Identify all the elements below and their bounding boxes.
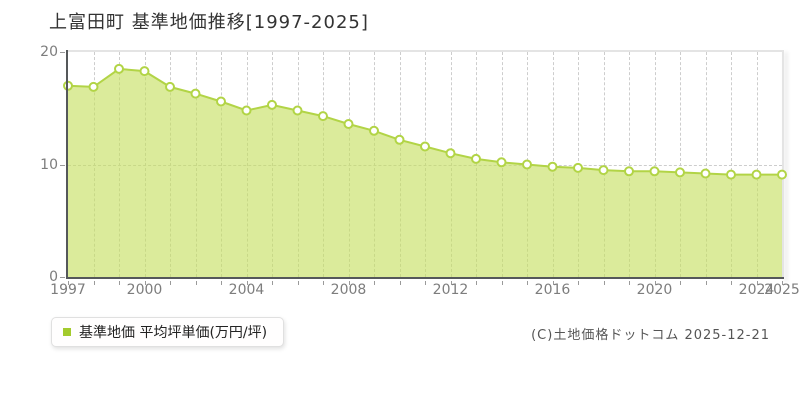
x-axis-tick	[731, 281, 732, 285]
x-axis-tick	[552, 281, 554, 285]
plot-border-top	[68, 50, 784, 52]
y-axis-label: 10	[40, 156, 58, 173]
x-axis-tick	[501, 281, 503, 285]
x-axis-tick	[450, 281, 452, 285]
x-axis-tick	[680, 281, 681, 285]
y-axis-label: 0	[49, 269, 58, 285]
data-point-marker	[343, 119, 354, 129]
x-axis-tick	[654, 281, 656, 285]
x-axis-label: 2008	[330, 282, 367, 298]
y-axis-tick	[60, 277, 65, 278]
x-axis-label: 2020	[636, 282, 673, 298]
y-axis-label: 20	[40, 44, 58, 60]
data-point-marker	[292, 105, 303, 116]
x-axis-tick	[629, 281, 630, 285]
plot-border-right	[782, 50, 784, 279]
data-point-marker	[573, 162, 583, 173]
x-axis-tick	[374, 281, 375, 285]
data-point-marker	[318, 111, 328, 122]
x-axis-tick	[119, 281, 120, 285]
x-axis-tick	[425, 281, 426, 285]
x-axis-tick	[221, 281, 222, 285]
data-point-marker	[369, 125, 379, 136]
area-fill	[68, 68, 782, 278]
data-point-marker	[241, 105, 252, 116]
x-axis-tick	[297, 281, 299, 285]
x-axis-label: 2012	[432, 282, 469, 298]
x-axis-tick	[578, 281, 579, 285]
x-axis-label: 2000	[126, 282, 163, 298]
area-chart	[63, 63, 787, 278]
data-point-marker	[777, 169, 787, 180]
data-point-marker	[165, 81, 175, 92]
data-point-marker	[267, 99, 277, 110]
x-axis-tick	[399, 281, 401, 285]
x-axis-tick	[348, 281, 350, 285]
data-point-marker	[216, 96, 226, 107]
x-axis-tick	[170, 281, 171, 285]
data-point-marker	[547, 161, 558, 172]
data-point-marker	[751, 169, 762, 180]
data-point-marker	[598, 165, 609, 176]
legend-marker-square	[63, 328, 71, 336]
copyright-text: (C)土地価格ドットコム 2025-12-21	[531, 328, 770, 343]
data-point-marker	[420, 141, 430, 152]
data-point-marker	[675, 167, 685, 178]
x-axis-tick	[705, 281, 707, 285]
x-axis-label: 2025	[764, 282, 800, 298]
x-axis-tick	[476, 281, 477, 285]
data-point-marker	[649, 166, 660, 177]
legend-label: 基準地価 平均坪単価(万円/坪)	[79, 325, 268, 341]
x-axis-tick	[782, 281, 783, 285]
data-point-marker	[726, 169, 736, 180]
x-axis-tick	[144, 281, 146, 285]
data-point-marker	[139, 66, 150, 77]
x-axis-label: 2024	[738, 282, 775, 298]
x-axis-tick	[246, 281, 248, 285]
data-point-marker	[522, 159, 532, 170]
legend: 基準地価 平均坪単価(万円/坪)	[51, 317, 285, 347]
data-point-marker	[394, 134, 405, 145]
x-axis-tick	[68, 281, 69, 285]
x-axis-label: 1997	[50, 282, 86, 298]
data-point-marker	[496, 157, 507, 168]
x-axis-tick	[527, 281, 528, 285]
x-axis-label: 2016	[534, 282, 571, 298]
x-axis-tick	[603, 281, 605, 285]
y-axis-line	[66, 50, 68, 279]
data-point-marker	[190, 88, 201, 99]
data-point-marker	[624, 166, 634, 177]
x-axis-tick	[272, 281, 273, 285]
data-point-marker	[445, 148, 456, 159]
y-axis-tick	[60, 52, 65, 53]
x-axis-tick	[195, 281, 197, 285]
x-axis-label: 2004	[228, 282, 265, 298]
plot-area	[63, 52, 787, 278]
x-axis-line	[66, 277, 784, 279]
chart-title: 上富田町 基準地価推移[1997-2025]	[49, 12, 369, 33]
data-point-marker	[88, 81, 99, 92]
data-point-marker	[471, 153, 481, 164]
data-point-marker	[700, 168, 711, 179]
data-point-marker	[114, 63, 124, 74]
y-axis-tick	[60, 164, 65, 166]
x-axis-tick	[323, 281, 324, 285]
x-axis-tick	[93, 281, 95, 285]
x-axis-tick	[756, 281, 758, 285]
